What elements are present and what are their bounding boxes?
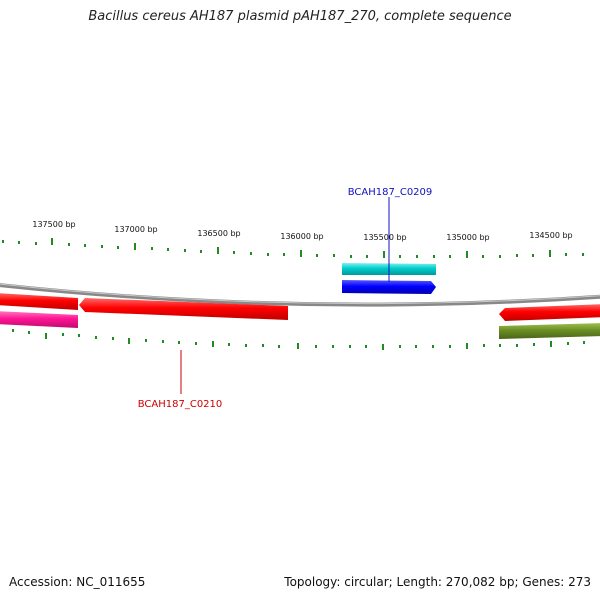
tick-mark <box>565 253 567 256</box>
tick-mark <box>297 343 299 349</box>
tick-mark <box>466 251 468 258</box>
tick-mark <box>583 341 585 344</box>
tick-mark <box>315 345 317 348</box>
tick-mark <box>549 250 551 257</box>
tick-mark <box>2 240 4 243</box>
tick-mark <box>195 342 197 345</box>
tick-mark <box>45 333 47 339</box>
tick-mark <box>567 342 569 345</box>
tick-mark <box>112 337 114 340</box>
tick-mark <box>382 344 384 350</box>
tick-mark <box>550 341 552 347</box>
tick-mark <box>12 329 14 332</box>
tick-mark <box>383 251 385 258</box>
tick-label: 135500 bp <box>363 233 406 242</box>
tick-mark <box>145 339 147 342</box>
tick-mark <box>250 252 252 255</box>
tick-mark <box>300 250 302 257</box>
gene-label-BCAH187_C0210[interactable]: BCAH187_C0210 <box>138 399 223 410</box>
tick-mark <box>449 345 451 348</box>
tick-mark <box>84 244 86 247</box>
tick-mark <box>466 343 468 349</box>
tick-mark <box>399 345 401 348</box>
tick-mark <box>532 254 534 257</box>
tick-label: 136500 bp <box>197 229 240 238</box>
tick-mark <box>449 255 451 258</box>
tick-mark <box>349 345 351 348</box>
tick-label: 136000 bp <box>280 232 323 241</box>
tick-label: 137000 bp <box>114 225 157 234</box>
tick-mark <box>162 340 164 343</box>
tick-mark <box>134 243 136 250</box>
tick-mark <box>151 247 153 250</box>
reverse-strand-features <box>0 293 600 339</box>
tick-labels: 137500 bp 137000 bp 136500 bp 136000 bp … <box>32 220 572 242</box>
tick-mark <box>516 344 518 347</box>
tick-mark <box>51 238 53 245</box>
tick-mark <box>68 243 70 246</box>
tick-mark <box>483 344 485 347</box>
accession-text: Accession: NC_011655 <box>9 575 146 589</box>
gene-label-BCAH187_C0209[interactable]: BCAH187_C0209 <box>348 187 433 198</box>
tick-label: 135000 bp <box>446 233 489 242</box>
tick-mark <box>366 255 368 258</box>
tick-mark <box>178 341 180 344</box>
tick-mark <box>582 253 584 256</box>
tick-mark <box>433 255 435 258</box>
gene-feature-red-left[interactable] <box>0 293 78 310</box>
outer-tick-row <box>2 238 584 258</box>
tick-mark <box>333 254 335 257</box>
tick-mark <box>432 345 434 348</box>
tick-mark <box>212 341 214 347</box>
tick-mark <box>184 249 186 252</box>
tick-mark <box>267 253 269 256</box>
tick-mark <box>499 344 501 347</box>
tick-mark <box>499 255 501 258</box>
plasmid-backbone <box>0 283 600 307</box>
tick-mark <box>217 247 219 254</box>
tick-mark <box>78 334 80 337</box>
gene-callout-BCAH187_C0210: BCAH187_C0210 <box>138 350 223 410</box>
plasmid-backbone-highlight <box>0 283 600 305</box>
tick-mark <box>332 345 334 348</box>
tick-mark <box>516 254 518 257</box>
tick-mark <box>35 242 37 245</box>
sequence-summary: Topology: circular; Length: 270,082 bp; … <box>284 575 591 589</box>
tick-mark <box>95 336 97 339</box>
tick-mark <box>316 254 318 257</box>
tick-mark <box>533 343 535 346</box>
tick-mark <box>128 338 130 344</box>
map-title: Bacillus cereus AH187 plasmid pAH187_270… <box>88 9 512 24</box>
tick-label: 137500 bp <box>32 220 75 229</box>
gene-feature-red-right[interactable] <box>499 304 600 321</box>
gene-feature-magenta[interactable] <box>0 311 78 328</box>
tick-mark <box>278 345 280 348</box>
tick-mark <box>245 344 247 347</box>
gene-feature-red-BCAH187_C0210[interactable] <box>79 298 288 320</box>
tick-mark <box>101 245 103 248</box>
tick-mark <box>62 333 64 336</box>
tick-label: 134500 bp <box>529 231 572 240</box>
inner-tick-row <box>12 329 585 350</box>
tick-mark <box>28 331 30 334</box>
tick-mark <box>262 344 264 347</box>
tick-mark <box>416 255 418 258</box>
tick-mark <box>167 248 169 251</box>
tick-mark <box>18 241 20 244</box>
tick-mark <box>200 250 202 253</box>
gene-callout-BCAH187_C0209: BCAH187_C0209 <box>348 187 433 282</box>
tick-mark <box>482 255 484 258</box>
tick-mark <box>415 345 417 348</box>
gene-feature-blue-BCAH187_C0209[interactable] <box>342 280 436 294</box>
gene-feature-olive[interactable] <box>499 323 600 339</box>
tick-mark <box>233 251 235 254</box>
tick-mark <box>350 255 352 258</box>
tick-mark <box>399 255 401 258</box>
tick-mark <box>283 253 285 256</box>
tick-mark <box>228 343 230 346</box>
tick-mark <box>365 345 367 348</box>
tick-mark <box>117 246 119 249</box>
